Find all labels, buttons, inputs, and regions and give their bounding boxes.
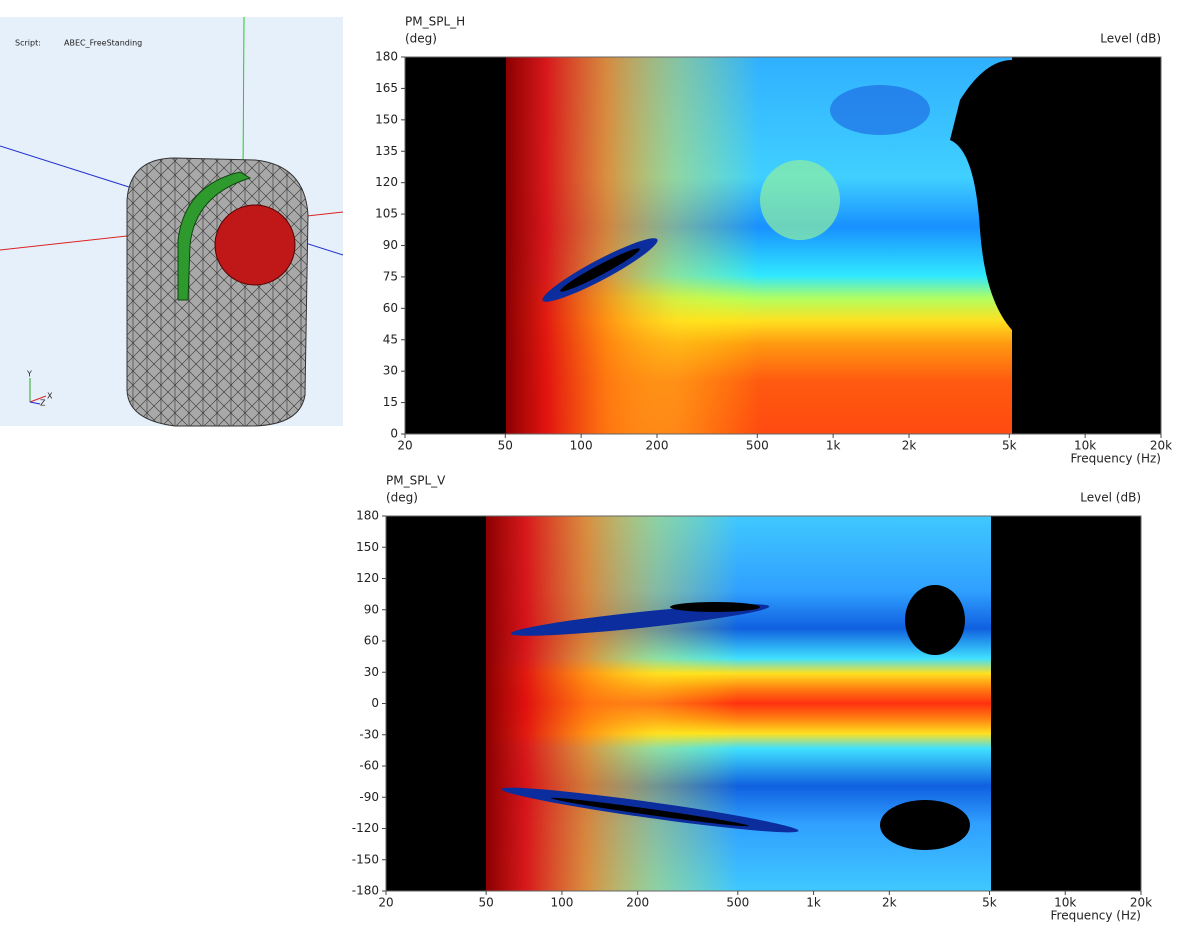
x-tick-label: 100 [570, 439, 593, 453]
y-tick-label: 75 [383, 269, 398, 283]
x-tick-label: 200 [646, 439, 669, 453]
x-tick-label: 100 [550, 896, 573, 910]
level-label: Level (dB) [1100, 32, 1161, 46]
y-tick-label: -60 [359, 759, 379, 773]
y-tick-label: -30 [359, 727, 379, 741]
y-tick-label: 135 [375, 144, 398, 158]
x-tick-label: 10k [1054, 896, 1076, 910]
y-tick-label: 165 [375, 81, 398, 95]
y-tick-label: 0 [390, 427, 398, 441]
y-tick-label: 120 [375, 175, 398, 189]
y-tick-label: -150 [352, 852, 379, 866]
axis-line [242, 16, 245, 176]
heatmap-image [386, 516, 1141, 891]
triad [29, 401, 41, 405]
y-tick-label: 150 [375, 112, 398, 126]
x-tick-label: 200 [626, 896, 649, 910]
x-tick-label: 2k [882, 896, 897, 910]
x-tick-label: 5k [1002, 439, 1017, 453]
x-tick-label: 500 [746, 439, 769, 453]
y-axis-label: (deg) [386, 491, 418, 505]
y-tick-label: 45 [383, 332, 398, 346]
triad [29, 395, 47, 403]
script-label: Script: [15, 39, 41, 48]
axis-label: Z [40, 399, 46, 408]
waveguide [177, 171, 252, 301]
y-tick-label: 60 [364, 634, 379, 648]
y-tick-label: 90 [383, 238, 398, 252]
x-tick-label: 10k [1074, 439, 1096, 453]
chart-title: PM_SPL_V [386, 474, 446, 488]
axis-label: Y [26, 370, 32, 379]
script-name: ABEC_FreeStanding [64, 39, 142, 48]
chart-title: PM_SPL_H [405, 15, 465, 29]
y-tick-label: 60 [383, 301, 398, 315]
y-tick-label: 15 [383, 395, 398, 409]
x-axis-label: Frequency (Hz) [1071, 452, 1162, 466]
y-tick-label: 30 [383, 364, 398, 378]
y-tick-label: 30 [364, 665, 379, 679]
y-tick-label: 150 [356, 540, 379, 554]
axis-label: X [47, 392, 53, 401]
y-tick-label: 0 [371, 696, 379, 710]
x-tick-label: 50 [498, 439, 513, 453]
y-tick-label: -90 [359, 790, 379, 804]
x-tick-label: 20k [1130, 896, 1152, 910]
x-tick-label: 20 [378, 896, 393, 910]
y-tick-label: 180 [375, 50, 398, 64]
x-tick-label: 2k [902, 439, 917, 453]
y-tick-label: -180 [352, 884, 379, 898]
y-tick-label: 90 [364, 602, 379, 616]
level-label: Level (dB) [1080, 491, 1141, 505]
x-tick-label: 1k [826, 439, 841, 453]
x-axis-label: Frequency (Hz) [1051, 909, 1142, 923]
y-axis-label: (deg) [405, 32, 437, 46]
x-tick-label: 50 [479, 896, 494, 910]
x-tick-label: 20 [397, 439, 412, 453]
heatmap-image [405, 57, 1161, 434]
y-tick-label: 180 [356, 509, 379, 523]
y-tick-label: 120 [356, 571, 379, 585]
mesh-body [126, 157, 309, 427]
x-tick-label: 500 [726, 896, 749, 910]
x-tick-label: 1k [806, 896, 821, 910]
y-tick-label: -120 [352, 821, 379, 835]
x-tick-label: 5k [982, 896, 997, 910]
x-tick-label: 20k [1150, 439, 1172, 453]
driver [214, 204, 296, 286]
y-tick-label: 105 [375, 207, 398, 221]
